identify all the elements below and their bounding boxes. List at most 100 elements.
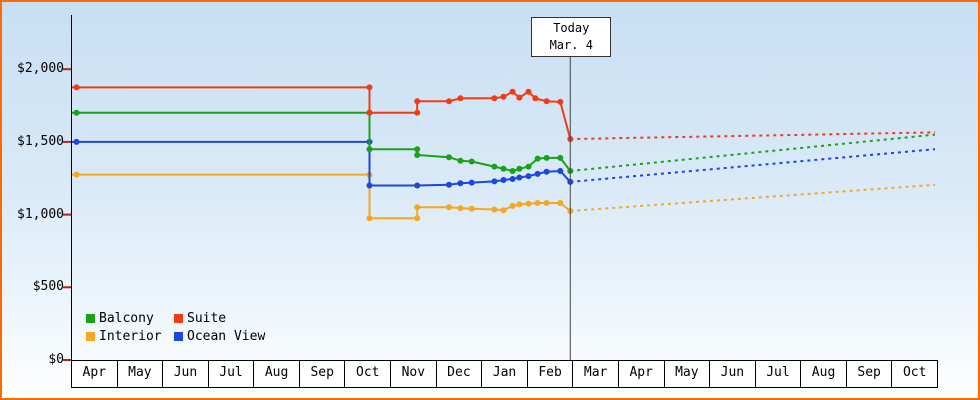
y-axis-label: $0 [48,352,64,367]
series-point-suite [500,93,507,100]
series-point-ocean-view [457,180,464,187]
series-point-interior [509,202,516,209]
series-point-interior [543,200,550,206]
series-point-interior [366,215,373,222]
chart-legend: Balcony Suite Interior Ocean View [86,311,265,344]
series-point-balcony [491,163,498,170]
series-point-interior [73,171,80,178]
series-point-suite [509,88,516,95]
series-point-suite [557,98,564,105]
series-forecast-line-suite [570,131,936,140]
series-point-balcony [516,165,523,172]
series-point-ocean-view [557,168,564,174]
series-point-interior [500,207,507,214]
month-cell-jul: Jul [207,361,254,387]
series-point-balcony [500,165,507,172]
series-point-ocean-view [366,182,373,189]
series-point-interior [446,204,452,211]
series-point-suite [516,94,523,101]
series-forecast-line-interior [570,183,936,212]
y-axis-label: $1,000 [17,206,64,222]
month-cell-sep: Sep [845,361,892,387]
series-point-suite [446,98,452,105]
month-cell-feb: Feb [526,361,573,387]
y-axis-label: $1,500 [17,133,64,149]
series-point-interior [491,206,498,213]
legend-label-balcony: Balcony [99,311,154,326]
legend-item-balcony: Balcony [86,311,174,326]
series-point-suite [414,98,421,105]
series-forecast-line-balcony [570,133,936,172]
series-point-balcony [366,146,373,153]
series-point-ocean-view [468,179,475,186]
series-point-balcony [468,158,475,165]
series-point-balcony [446,154,452,161]
legend-label-interior: Interior [99,329,162,344]
series-point-ocean-view [516,174,523,181]
y-axis-label: $2,000 [17,61,64,77]
month-cell-oct: Oct [344,361,391,387]
series-point-ocean-view [543,168,550,175]
legend-swatch-interior [86,332,95,341]
today-date: Mar. 4 [549,38,593,52]
series-point-interior [457,205,464,212]
series-point-suite [491,95,498,102]
legend-swatch-suite [174,314,183,323]
series-point-interior [525,200,532,207]
series-point-balcony [414,152,421,158]
series-point-suite [457,95,464,102]
y-axis-label: $500 [32,279,64,295]
x-axis-month-row: Apr May Jun Jul Aug Sep Oct Nov Dec Jan Feb Mar Apr M… [71,360,938,388]
series-point-ocean-view [414,182,421,189]
series-point-balcony [543,154,550,161]
legend-item-suite: Suite [174,311,265,326]
series-point-suite [366,109,373,116]
series-point-ocean-view [500,177,507,183]
series-point-suite [525,88,532,95]
series-point-suite [543,98,550,105]
legend-item-ocean-view: Ocean View [174,329,265,344]
month-cell-mar: Mar [572,361,618,387]
legend-label-ocean-view: Ocean View [187,329,266,344]
month-cell-jul: Jul [754,361,801,387]
today-label: Today [553,21,590,35]
legend-item-interior: Interior [86,329,174,344]
month-cell-apr: Apr [617,361,664,387]
month-cell-oct: Oct [891,361,937,387]
series-point-interior [557,200,564,206]
series-point-suite [366,84,373,91]
month-cell-dec: Dec [435,361,482,387]
series-point-ocean-view [509,176,516,182]
legend-swatch-balcony [86,314,95,323]
legend-label-suite: Suite [187,311,227,326]
series-point-balcony [509,168,516,174]
series-point-interior [414,215,421,222]
series-forecast-line-ocean-view [570,148,936,183]
month-cell-may: May [663,361,710,387]
series-point-interior [468,205,475,212]
series-point-interior [414,204,421,211]
series-point-suite [73,84,80,91]
series-point-interior [534,200,541,206]
month-cell-aug: Aug [253,361,299,387]
month-cell-jun: Jun [162,361,208,387]
series-point-suite [532,95,539,102]
month-cell-jun: Jun [709,361,755,387]
series-point-balcony [534,155,541,162]
series-point-ocean-view [534,170,541,177]
legend-swatch-ocean-view [174,332,183,341]
month-cell-nov: Nov [390,361,436,387]
month-cell-jan: Jan [481,361,527,387]
month-cell-apr: Apr [72,361,117,387]
month-cell-aug: Aug [800,361,846,387]
today-marker-box: Today Mar. 4 [531,17,612,57]
series-point-suite [414,109,421,116]
series-point-balcony [414,146,421,153]
series-point-interior [516,201,523,208]
series-point-ocean-view [491,178,498,185]
series-point-balcony [457,157,464,164]
series-point-balcony [525,163,532,170]
series-point-ocean-view [73,138,80,145]
